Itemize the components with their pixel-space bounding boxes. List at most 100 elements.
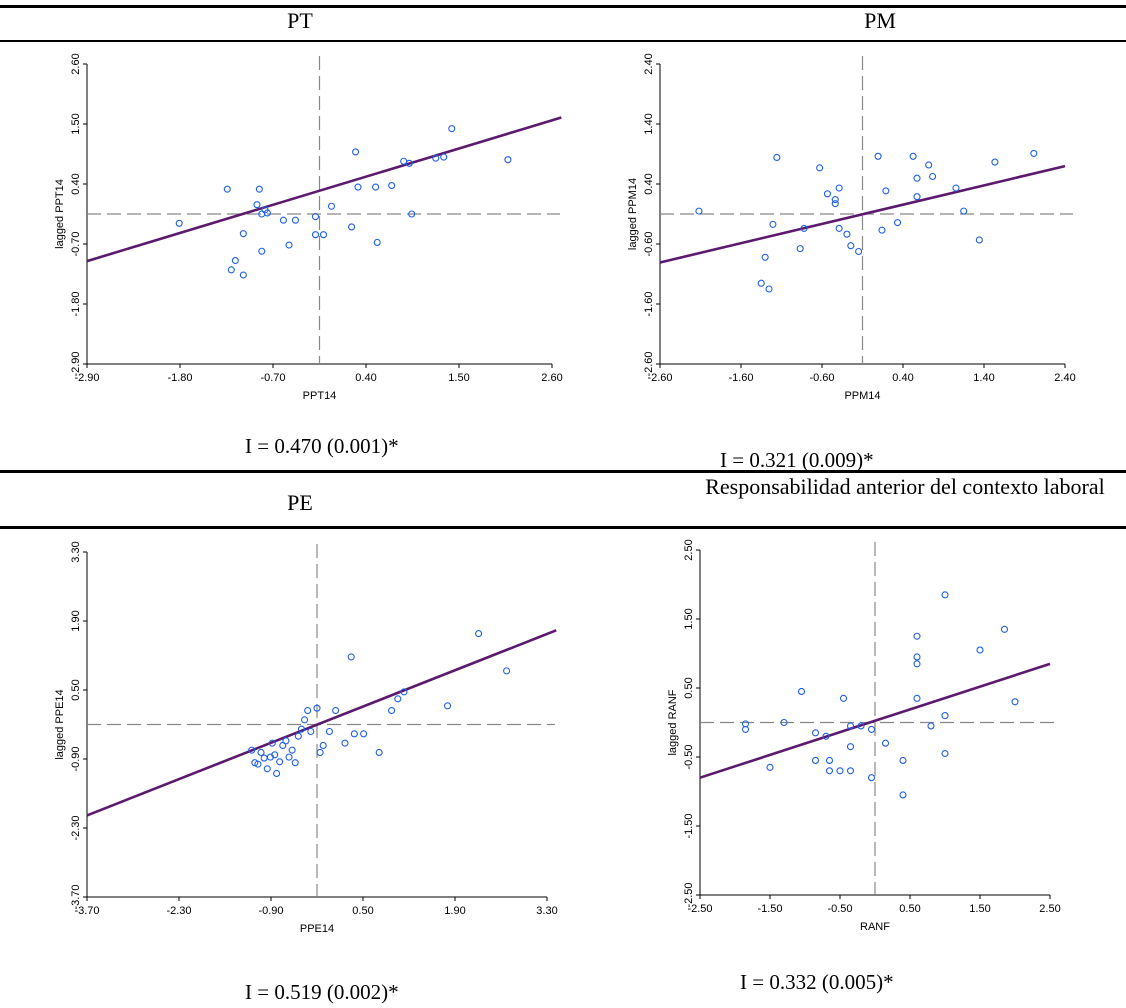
data-point	[354, 183, 362, 191]
x-axis-label: PPE14	[300, 923, 334, 935]
data-point	[867, 774, 876, 782]
y-tick-label: 0.50	[70, 679, 82, 700]
data-point	[263, 765, 271, 773]
data-point	[285, 753, 293, 761]
data-point	[835, 224, 843, 232]
data-point	[1011, 698, 1019, 706]
y-tick-label: 2.40	[643, 53, 655, 74]
data-point	[248, 746, 256, 754]
data-point	[282, 737, 290, 745]
data-point	[843, 230, 851, 238]
y-tick-label: 3.30	[70, 541, 82, 562]
data-point	[408, 210, 416, 218]
scatter-plot-pe: -3.70 -2.30 -0.90 0.50 1.90 3.30 -3.70 -2.30 -0.…	[54, 541, 558, 935]
data-point	[325, 727, 333, 736]
y-tick-label: -1.60	[643, 291, 655, 316]
data-point	[327, 202, 336, 210]
scatter-plot-pm: -2.60 -1.60 -0.60 0.40 1.40 2.40 -2.60 -1.60 -0.…	[627, 53, 1076, 402]
y-tick-label: 1.50	[683, 608, 695, 629]
data-point	[319, 231, 328, 239]
scatter-plot-pt: -2.90 -1.80 -0.70 0.40 1.50 2.60 -2.90 -1.80 -0.…	[54, 53, 563, 402]
data-point	[311, 213, 320, 221]
data-point	[372, 183, 380, 191]
x-tick-label: 3.30	[536, 905, 557, 917]
top-rule	[0, 5, 1126, 8]
stat-pm: I = 0.321 (0.009)*	[720, 448, 874, 472]
data-point	[878, 226, 886, 234]
x-tick-label: 2.40	[1054, 372, 1075, 384]
cut-off-top-text	[0, 0, 1126, 4]
data-point	[285, 241, 293, 249]
x-tick-label: 1.50	[969, 903, 990, 915]
data-point	[913, 174, 921, 182]
data-point	[276, 758, 284, 766]
y-tick-label: 1.90	[70, 610, 82, 631]
y-tick-label: -2.50	[683, 882, 695, 907]
data-point	[360, 730, 368, 738]
data-point	[927, 722, 935, 730]
data-point	[847, 242, 855, 250]
data-point	[800, 224, 808, 232]
x-tick-label: -1.60	[728, 372, 753, 384]
data-point	[773, 153, 781, 162]
data-point	[757, 279, 765, 287]
y-axis-label: lagged PPE14	[54, 689, 66, 759]
data-point	[899, 756, 907, 764]
regression-line	[86, 116, 562, 263]
data-point	[846, 743, 855, 751]
y-tick-label: -1.50	[683, 813, 695, 838]
y-tick-label: -2.30	[70, 815, 82, 840]
header-pe: PE	[287, 490, 313, 515]
data-point	[227, 266, 235, 274]
data-point	[913, 694, 921, 702]
data-point	[846, 767, 855, 775]
stat-pe: I = 0.519 (0.002)*	[245, 980, 399, 1004]
x-tick-label: -2.60	[647, 372, 672, 384]
regression-line	[699, 662, 1051, 779]
data-point	[405, 159, 413, 167]
data-point	[279, 216, 287, 224]
y-tick-label: 1.50	[70, 113, 82, 134]
data-point	[301, 716, 309, 724]
scatter-plot-ranf: -2.50 -1.50 -0.50 0.50 1.50 2.50 -2.50 -1.50 -0.…	[667, 539, 1061, 933]
x-tick-label: 0.50	[352, 905, 373, 917]
data-point	[836, 767, 844, 775]
x-tick-label: 1.50	[448, 372, 469, 384]
data-point	[373, 238, 381, 246]
data-point	[991, 158, 999, 166]
y-tick-label: -0.90	[70, 746, 82, 771]
data-point	[831, 200, 839, 208]
data-point	[941, 750, 949, 758]
data-point	[761, 253, 769, 261]
data-point	[273, 769, 281, 778]
data-point	[839, 694, 848, 702]
data-point	[268, 739, 276, 747]
y-axis-label: lagged PPM14	[627, 178, 639, 250]
lower-header-rule	[0, 526, 1126, 529]
data-point	[254, 760, 262, 768]
data-point	[400, 688, 408, 696]
data-point	[831, 196, 839, 204]
x-tick-label: -2.30	[166, 905, 191, 917]
data-point	[313, 704, 321, 712]
data-point	[263, 209, 271, 217]
data-point	[909, 152, 917, 160]
data-point	[741, 725, 750, 733]
data-point	[504, 156, 512, 164]
data-point	[255, 185, 263, 193]
data-point	[960, 207, 968, 215]
data-point	[341, 739, 349, 747]
data-point	[893, 219, 902, 227]
data-point	[823, 190, 832, 198]
data-point	[913, 653, 921, 661]
data-point	[1030, 149, 1038, 157]
x-tick-label: 0.50	[899, 903, 920, 915]
data-point	[294, 732, 302, 740]
x-tick-label: -2.90	[74, 372, 99, 384]
y-tick-label: 0.40	[70, 173, 82, 194]
x-tick-label: -0.50	[827, 903, 852, 915]
y-tick-label: -2.60	[643, 351, 655, 376]
data-point	[347, 653, 355, 661]
data-point	[388, 706, 396, 715]
